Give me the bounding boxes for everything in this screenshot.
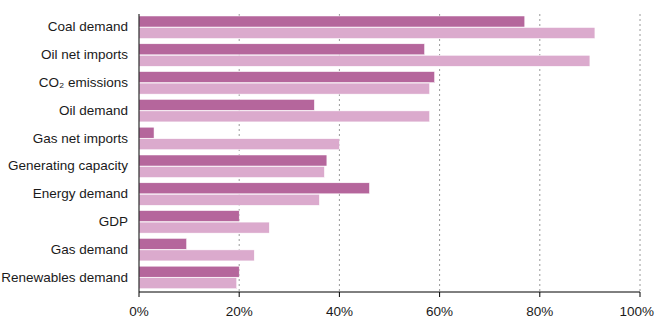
bar [139, 139, 339, 150]
bar [139, 167, 324, 178]
x-axis [139, 292, 640, 293]
bar [139, 211, 239, 222]
bar [139, 155, 327, 166]
tick-label: 0% [129, 304, 149, 319]
grid-line [640, 14, 641, 292]
bar [139, 55, 590, 66]
bar [139, 194, 319, 205]
tick-label: 40% [326, 304, 353, 319]
tick-label: 20% [226, 304, 253, 319]
bar [139, 111, 430, 122]
bar [139, 278, 237, 289]
y-axis [139, 14, 140, 292]
chart: Coal demand Oil net imports CO₂ emissions O… [0, 0, 656, 330]
tick-mark [539, 292, 540, 297]
category-label: CO₂ emissions [39, 75, 129, 90]
category-label: Gas net imports [33, 131, 129, 146]
bars [139, 16, 595, 289]
tick-label: 80% [526, 304, 553, 319]
bar [139, 266, 239, 277]
category-label: GDP [99, 214, 128, 229]
tick-mark [339, 292, 340, 297]
tick-mark [439, 292, 440, 297]
category-label: Coal demand [48, 19, 128, 34]
category-label: Renewables demand [1, 270, 128, 285]
bar [139, 72, 435, 83]
bar [139, 250, 254, 261]
category-label: Generating capacity [8, 158, 128, 173]
tick-mark [139, 292, 140, 297]
category-label: Oil net imports [41, 47, 128, 62]
bar [139, 16, 525, 27]
tick-label: 100% [619, 304, 654, 319]
tick-label: 60% [426, 304, 453, 319]
bar [139, 127, 154, 138]
bar [139, 222, 269, 233]
bar [139, 28, 595, 39]
bar [139, 99, 314, 110]
tick-mark [640, 292, 641, 297]
chart-svg: Coal demand Oil net imports CO₂ emissions O… [0, 0, 656, 330]
tick-mark [239, 292, 240, 297]
category-label: Energy demand [33, 186, 128, 201]
category-label: Oil demand [59, 103, 128, 118]
bar [139, 44, 425, 55]
category-label: Gas demand [51, 242, 128, 257]
bar [139, 183, 369, 194]
bar [139, 83, 430, 94]
bar [139, 238, 187, 249]
